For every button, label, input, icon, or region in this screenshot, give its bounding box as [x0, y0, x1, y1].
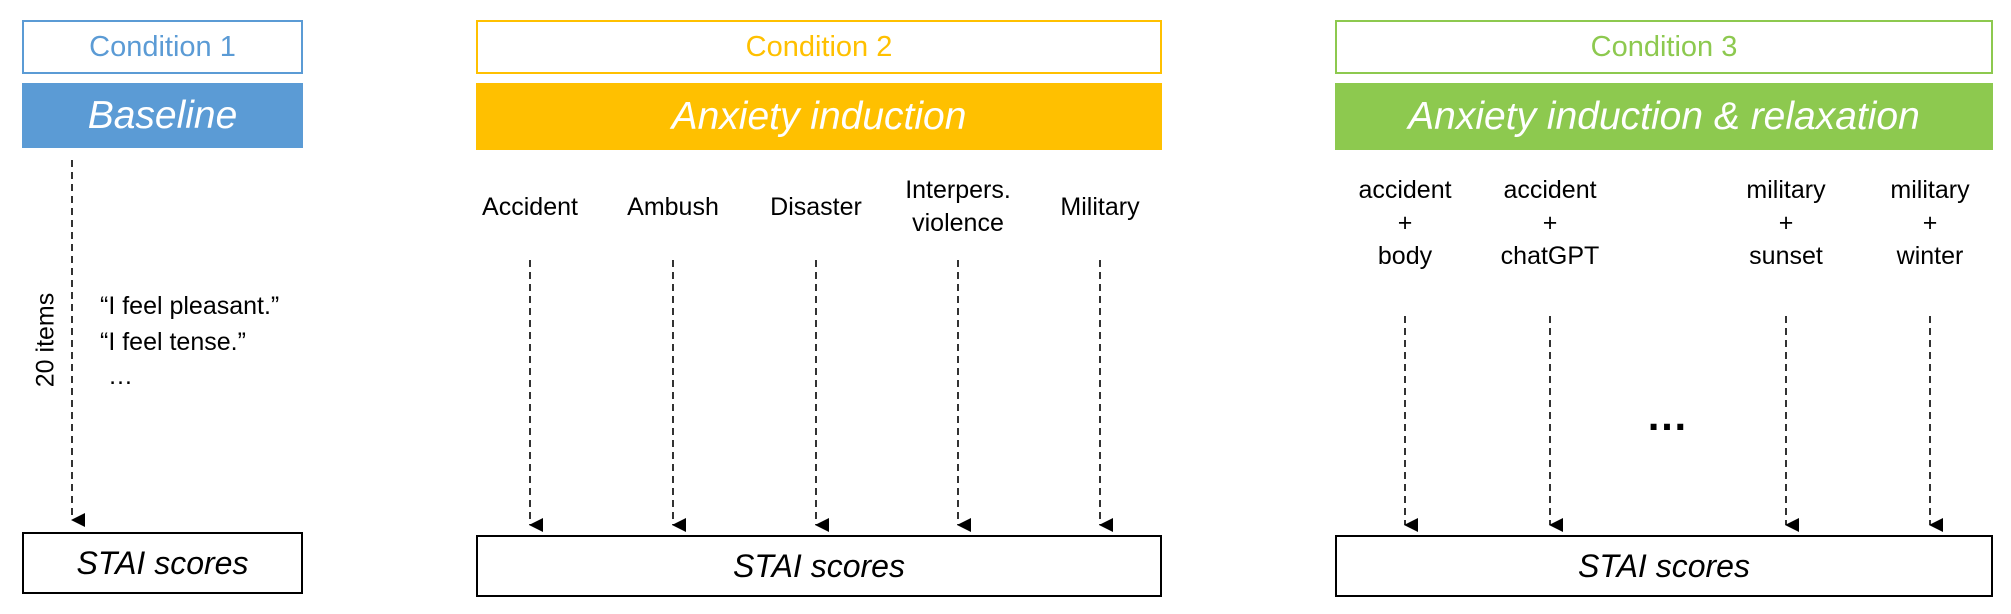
more-stimuli-ellipsis: … [1646, 392, 1688, 439]
stimulus-accident-chatgpt: accident + chatGPT [1500, 176, 1600, 270]
condition-2-label: Condition 2 [476, 20, 1162, 74]
condition-3-label: Condition 3 [1335, 20, 1993, 74]
stimulus-interpersonal-violence: Interpers. violence [905, 176, 1011, 237]
stimulus-military-sunset: military + sunset [1746, 176, 1826, 270]
stimulus-disaster: Disaster [770, 193, 862, 221]
stimulus-ambush: Ambush [627, 193, 719, 221]
condition-3-phase-banner: Anxiety induction & relaxation [1335, 83, 1993, 150]
condition-2-stai-scores: STAI scores [476, 535, 1162, 597]
stimulus-military-winter: military + winter [1890, 176, 1970, 270]
item-quote-2: “I feel tense.” [100, 328, 246, 356]
condition-2-phase-banner: Anxiety induction [476, 83, 1162, 150]
condition-1-phase-banner: Baseline [22, 83, 303, 148]
stimulus-military: Military [1060, 193, 1140, 221]
item-quote-ellipsis: … [108, 362, 133, 390]
condition-3-stai-scores: STAI scores [1335, 535, 1993, 597]
condition-1-label: Condition 1 [22, 20, 303, 74]
stimulus-accident: Accident [482, 193, 578, 221]
condition-1-stai-scores: STAI scores [22, 532, 303, 594]
stimulus-accident-body: accident + body [1358, 176, 1452, 270]
item-quote-1: “I feel pleasant.” [100, 292, 280, 320]
